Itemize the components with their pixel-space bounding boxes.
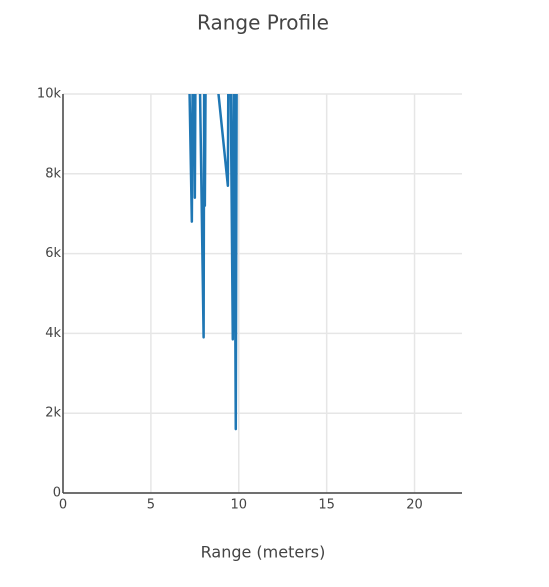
y-tick-label: 10k: [37, 87, 62, 102]
x-tick-label: 20: [406, 498, 423, 513]
chart-title: Range Profile: [197, 11, 329, 35]
y-tick-label: 0: [53, 486, 61, 501]
grid: [62, 93, 462, 494]
series-line: [188, 94, 238, 431]
x-tick-label: 0: [59, 498, 67, 513]
x-axis-title: Range (meters): [201, 543, 326, 562]
y-tick-label: 6k: [45, 246, 61, 261]
x-tick-label: 15: [318, 498, 335, 513]
y-tick-label: 2k: [45, 406, 61, 421]
y-tick-label: 8k: [45, 166, 61, 181]
plot-area: [188, 94, 238, 431]
y-tick-label: 4k: [45, 326, 61, 341]
x-tick-label: 5: [147, 498, 155, 513]
x-tick-label: 10: [230, 498, 247, 513]
